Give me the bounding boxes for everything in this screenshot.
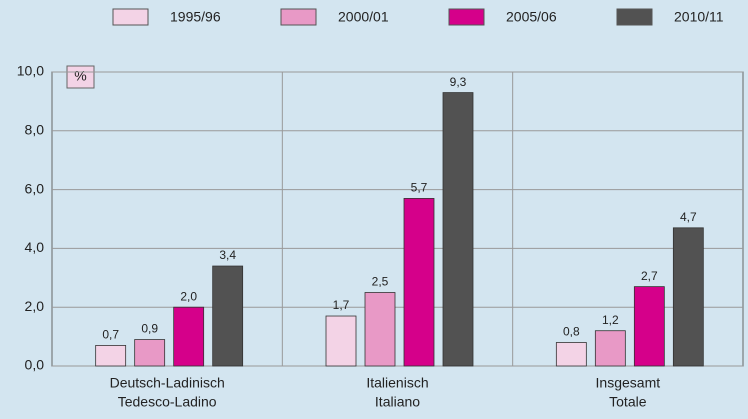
bar: [134, 339, 166, 367]
data-label: 1,2: [602, 313, 619, 327]
y-tick-label: 4,0: [25, 239, 45, 255]
bar: [325, 315, 357, 367]
bar: [555, 342, 587, 367]
y-tick-label: 6,0: [25, 180, 45, 196]
bar: [403, 198, 435, 367]
x-tick-label: Deutsch-Ladinisch: [110, 375, 225, 391]
data-label: 0,9: [141, 322, 158, 336]
data-label: 3,4: [219, 248, 236, 262]
bar: [442, 92, 474, 367]
y-tick-label: 0,0: [25, 357, 45, 373]
y-tick-label: 10,0: [17, 63, 44, 79]
x-tick-label: Italienisch: [366, 375, 428, 391]
data-label: 2,5: [372, 275, 389, 289]
legend-swatch: [112, 8, 149, 26]
data-label: 4,7: [680, 210, 697, 224]
data-label: 2,7: [641, 269, 658, 283]
legend-label: 2010/11: [674, 9, 724, 25]
legend-label: 1995/96: [170, 9, 221, 25]
data-label: 0,8: [563, 325, 580, 339]
legend-swatch: [280, 8, 317, 26]
legend-label: 2000/01: [338, 9, 389, 25]
x-tick-label: Totale: [609, 394, 647, 410]
x-tick-label: Insgesamt: [596, 375, 661, 391]
y-tick-label: 2,0: [25, 298, 45, 314]
data-label: 5,7: [411, 181, 428, 195]
bar: [633, 286, 665, 367]
data-label: 2,0: [180, 289, 197, 303]
bar: [672, 227, 704, 367]
bar: [212, 265, 244, 367]
legend-swatch: [448, 8, 485, 26]
y-tick-label: 8,0: [25, 122, 45, 138]
bar: [364, 292, 396, 367]
x-tick-label: Tedesco-Ladino: [118, 394, 217, 410]
data-label: 1,7: [333, 298, 350, 312]
legend-label: 2005/06: [506, 9, 557, 25]
x-tick-label: Italiano: [375, 394, 420, 410]
legend-swatch: [616, 8, 653, 26]
data-label: 9,3: [450, 75, 467, 89]
bar: [95, 345, 127, 367]
bar: [594, 330, 626, 367]
y-unit: %: [74, 68, 86, 84]
data-label: 0,7: [102, 328, 119, 342]
bar: [173, 306, 205, 367]
